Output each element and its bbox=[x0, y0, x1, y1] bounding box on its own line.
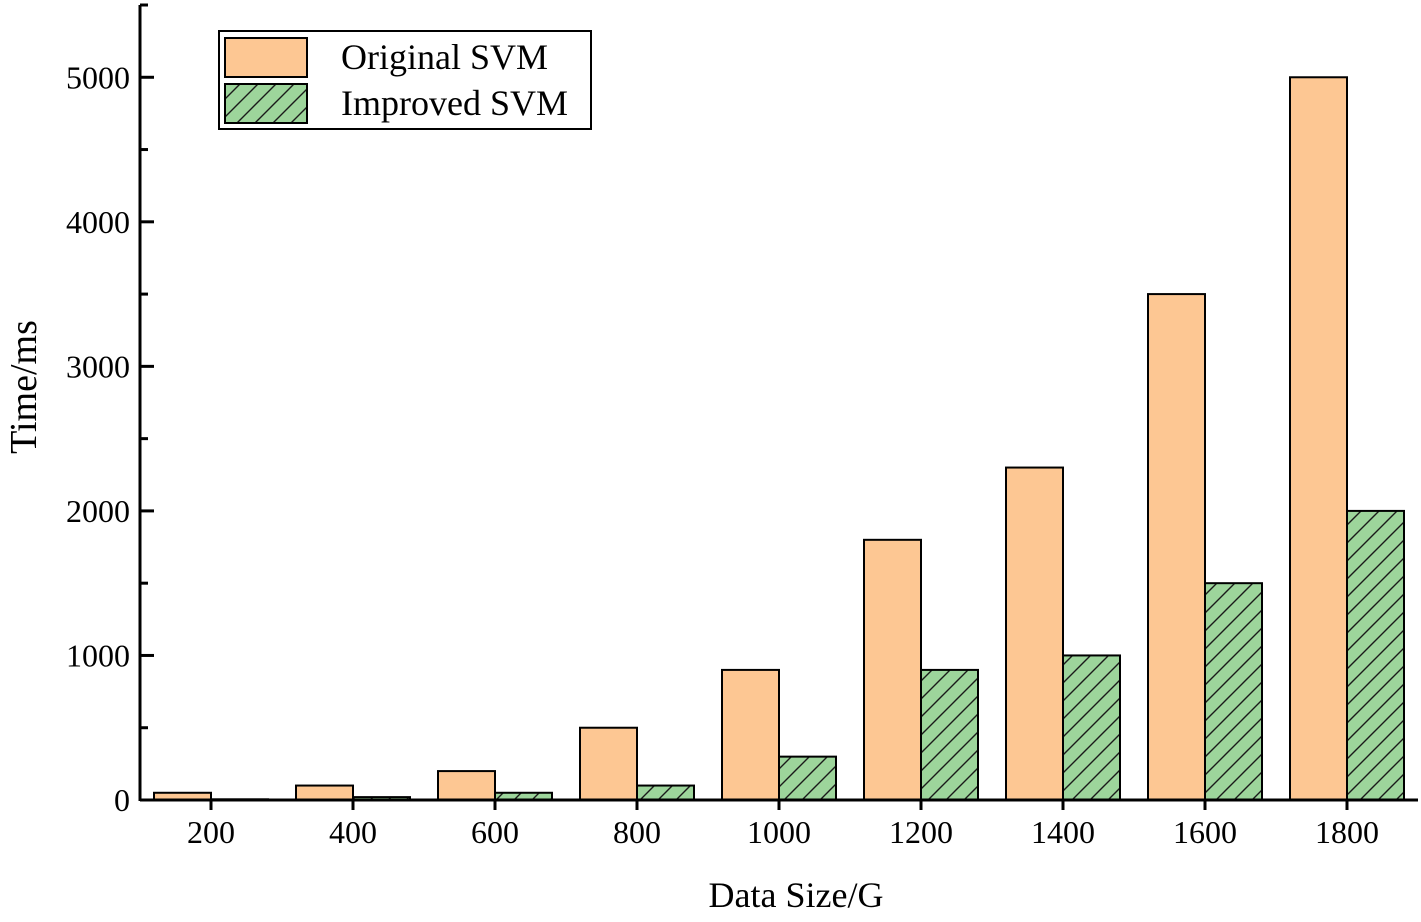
x-tick-label: 400 bbox=[329, 814, 377, 850]
x-tick-label: 600 bbox=[471, 814, 519, 850]
bar-original-1200 bbox=[863, 538, 922, 801]
bar-original-1600 bbox=[1147, 293, 1206, 801]
y-tick-label: 5000 bbox=[66, 59, 130, 95]
x-axis-title: Data Size/G bbox=[709, 875, 884, 915]
legend-label-original: Original SVM bbox=[341, 37, 548, 77]
bar-original-1800 bbox=[1289, 76, 1348, 801]
y-tick-label: 4000 bbox=[66, 204, 130, 240]
bar-improved-1800 bbox=[1346, 509, 1405, 801]
bar-original-400 bbox=[295, 784, 354, 801]
x-tick-label: 200 bbox=[187, 814, 235, 850]
y-tick-label: 3000 bbox=[66, 348, 130, 384]
bar-original-600 bbox=[437, 770, 496, 802]
x-tick-label: 1200 bbox=[889, 814, 953, 850]
y-tick-label: 1000 bbox=[66, 637, 130, 673]
bar-original-1400 bbox=[1005, 466, 1064, 801]
x-tick-label: 1600 bbox=[1173, 814, 1237, 850]
y-axis-title: Time/ms bbox=[3, 320, 45, 454]
bar-improved-1200 bbox=[920, 668, 979, 801]
bar-improved-1400 bbox=[1062, 654, 1121, 802]
legend-label-improved: Improved SVM bbox=[341, 83, 568, 123]
bar-improved-800 bbox=[636, 784, 695, 801]
y-tick-label: 2000 bbox=[66, 493, 130, 529]
x-tick-label: 1800 bbox=[1315, 814, 1379, 850]
x-tick-label: 800 bbox=[613, 814, 661, 850]
bar-improved-1000 bbox=[778, 755, 837, 802]
x-tick-label: 1400 bbox=[1031, 814, 1095, 850]
x-tick-label: 1000 bbox=[747, 814, 811, 850]
bar-original-1000 bbox=[721, 668, 780, 801]
legend-swatch-original bbox=[224, 37, 308, 78]
bar-improved-1600 bbox=[1204, 582, 1263, 801]
legend-swatch-improved bbox=[224, 83, 308, 124]
bar-original-800 bbox=[579, 726, 638, 801]
y-tick-label: 0 bbox=[114, 782, 130, 818]
legend: Original SVM Improved SVM bbox=[218, 30, 592, 130]
